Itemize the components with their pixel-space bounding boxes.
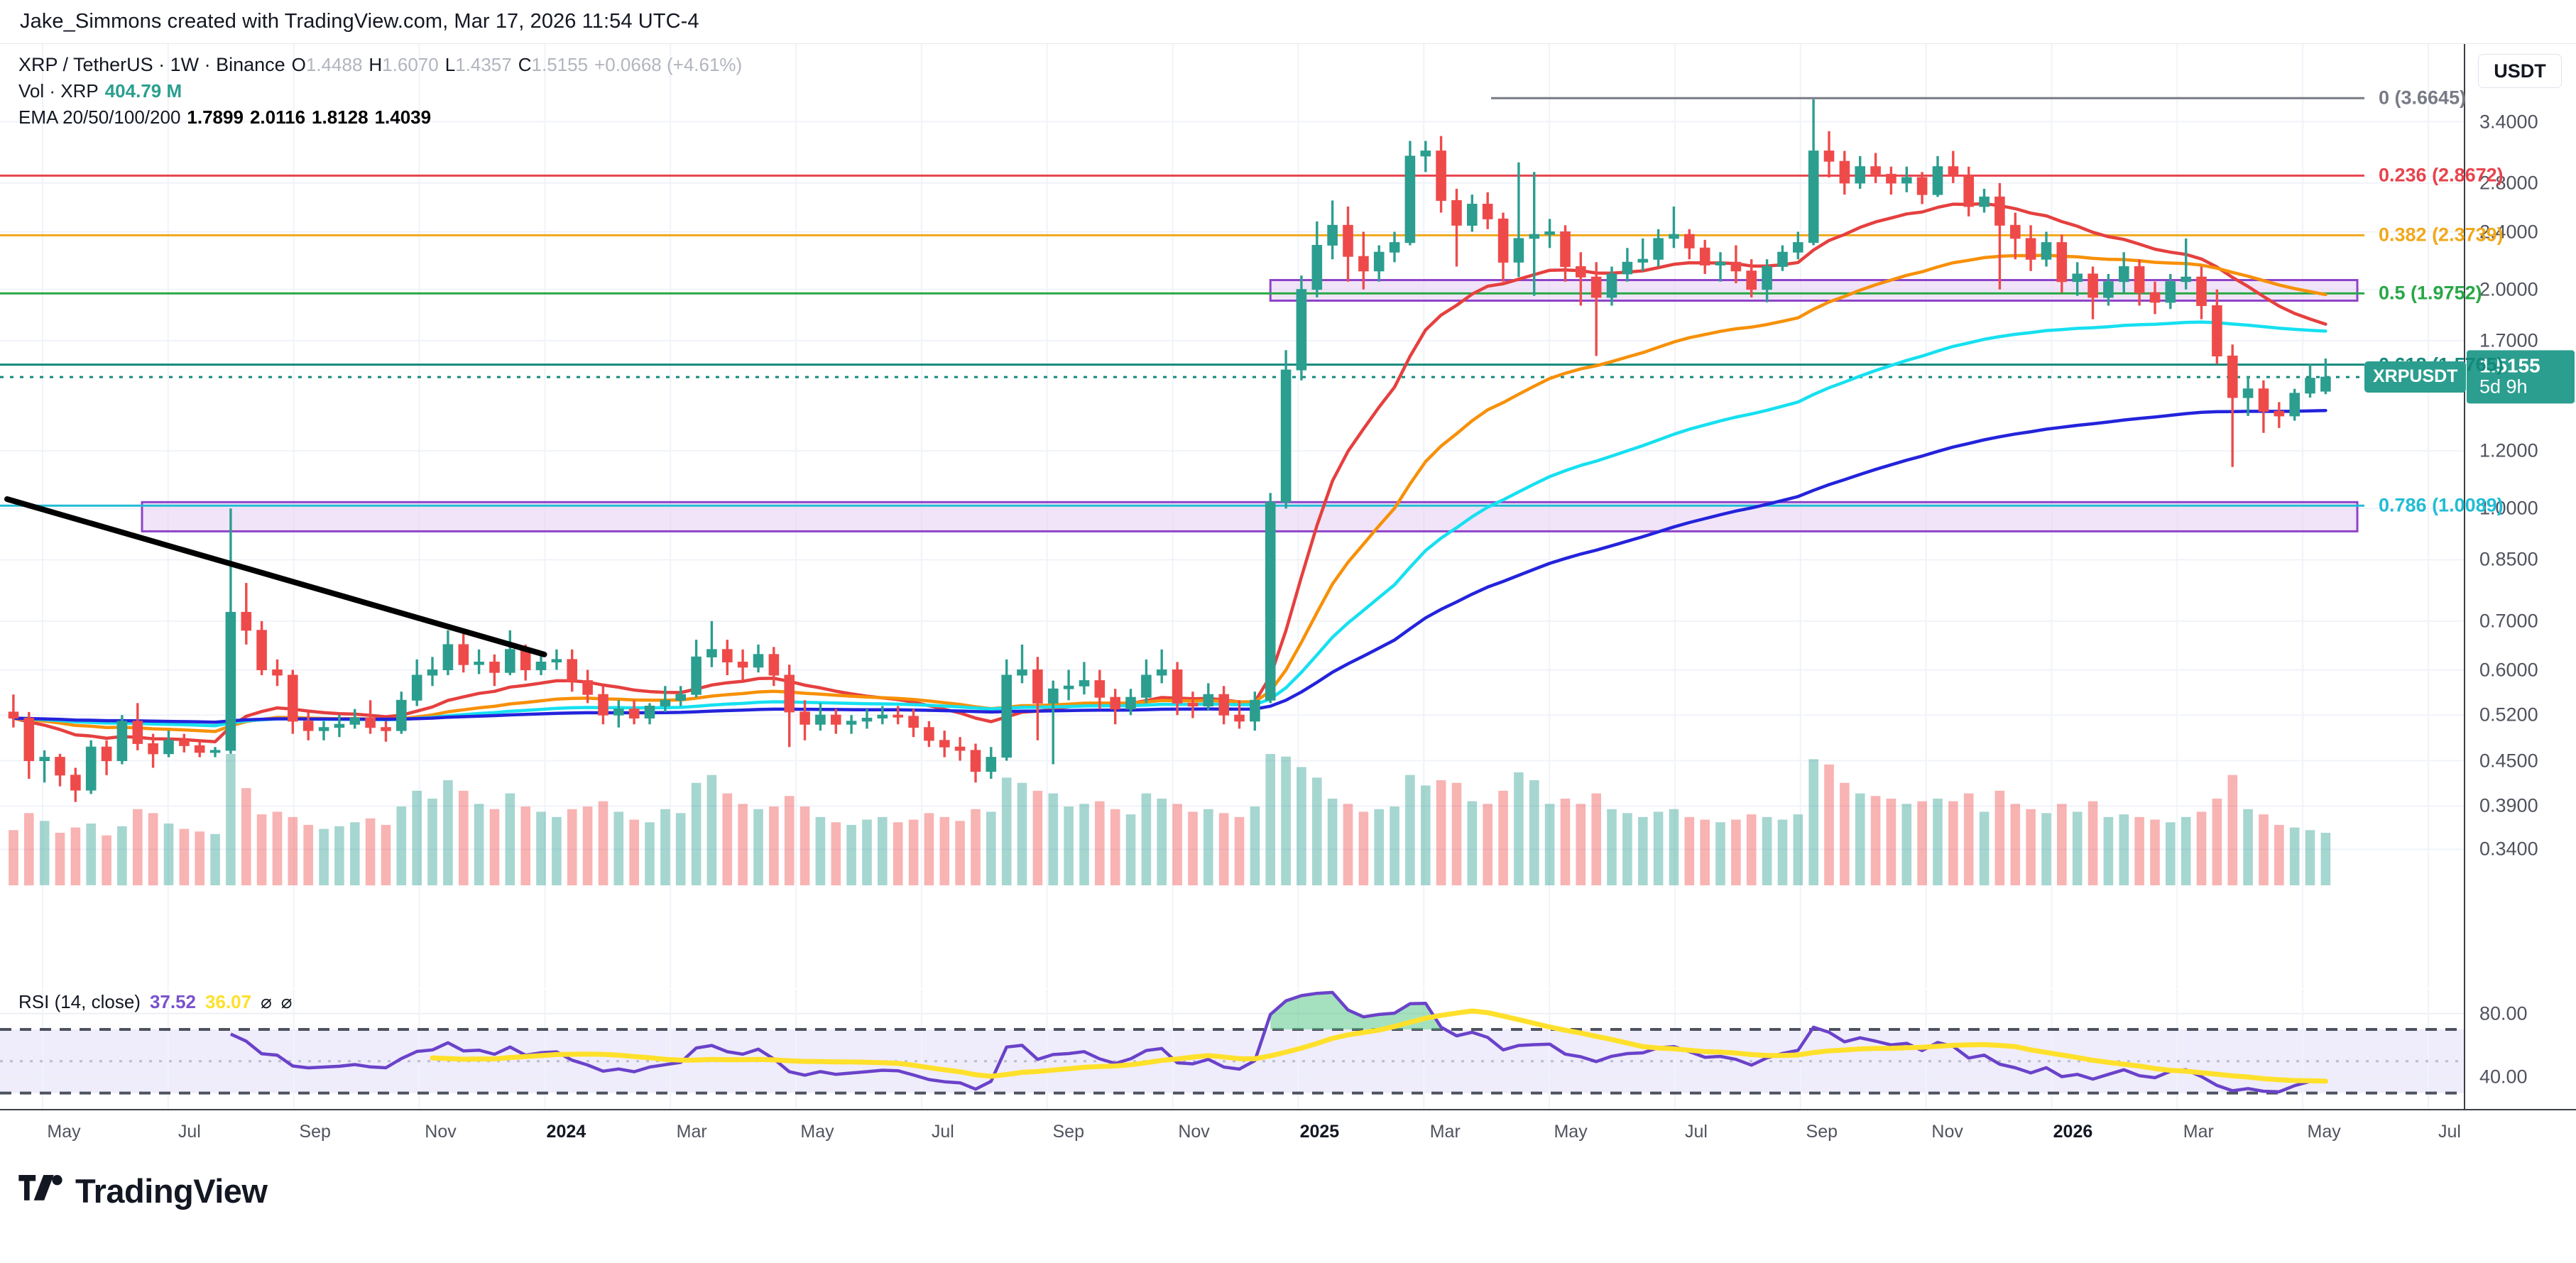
attribution-bar: Jake_Simmons created with TradingView.co… <box>0 0 2576 44</box>
price-tick: 1.2000 <box>2479 439 2538 461</box>
time-tick: Mar <box>2183 1122 2214 1142</box>
price-chart-plot[interactable] <box>0 44 2464 988</box>
ema50-value: 2.0116 <box>249 106 306 128</box>
time-tick: May <box>47 1122 81 1142</box>
time-tick: Jul <box>2438 1122 2461 1142</box>
time-tick: Nov <box>1931 1122 1963 1142</box>
ohlc-open: O1.4488 <box>291 54 363 75</box>
bar-countdown: 5d 9h <box>2479 376 2528 398</box>
price-axis-unit: USDT <box>2478 54 2562 88</box>
ohlc-low: L1.4357 <box>444 54 512 75</box>
time-tick: May <box>2307 1122 2341 1142</box>
price-change: +0.0668 (+4.61%) <box>594 54 743 75</box>
time-tick: 2024 <box>546 1122 586 1142</box>
time-tick: Jul <box>1684 1122 1708 1142</box>
price-tick: 2.4000 <box>2479 221 2538 243</box>
time-tick: 2026 <box>2053 1122 2093 1142</box>
price-tick: 0.7000 <box>2479 610 2538 632</box>
time-tick: Jul <box>178 1122 201 1142</box>
price-tick: 0.8500 <box>2479 548 2538 570</box>
rsi-canvas <box>0 990 2464 1109</box>
price-tick: 1.7000 <box>2479 329 2538 351</box>
ema200-value: 1.4039 <box>374 106 432 128</box>
price-tick: 1.0000 <box>2479 497 2538 519</box>
time-tick: May <box>1554 1122 1588 1142</box>
rsi-value: 37.52 <box>149 991 197 1012</box>
rsi-tick: 80.00 <box>2479 1002 2528 1024</box>
time-tick: Mar <box>1429 1122 1461 1142</box>
ema100-value: 1.8128 <box>312 106 369 128</box>
price-tick: 0.3400 <box>2479 838 2538 860</box>
attribution-text: Jake_Simmons created with TradingView.co… <box>20 10 699 33</box>
price-tick: 0.3900 <box>2479 794 2538 816</box>
current-price-badge[interactable]: 1.5155 5d 9h <box>2467 350 2575 404</box>
legend-row-symbol[interactable]: XRP / TetherUS · 1W · Binance O1.4488 H1… <box>18 54 742 80</box>
price-tick: 0.5200 <box>2479 704 2538 726</box>
rsi-title[interactable]: RSI (14, close) <box>18 991 141 1012</box>
legend-row-volume[interactable]: Vol · XRP 404.79 M <box>18 80 742 106</box>
rsi-ma-value: 36.07 <box>205 991 252 1012</box>
price-tick: 2.8000 <box>2479 172 2538 194</box>
ema20-value: 1.7899 <box>187 106 244 128</box>
price-chart-canvas <box>0 44 2464 988</box>
symbol-title[interactable]: XRP / TetherUS · 1W · Binance <box>18 54 285 75</box>
tradingview-footer[interactable]: TradingView <box>18 1171 268 1210</box>
chart-legend: XRP / TetherUS · 1W · Binance O1.4488 H1… <box>18 54 742 133</box>
current-price-value: 1.5155 <box>2479 354 2540 377</box>
legend-row-ema[interactable]: EMA 20/50/100/200 1.7899 2.0116 1.8128 1… <box>18 106 742 133</box>
price-axis[interactable]: USDT 3.4000 2.8000 2.4000 2.0000 1.7000 1.200… <box>2464 44 2576 1109</box>
chart-frame: XRP / TetherUS · 1W · Binance O1.4488 H1… <box>0 44 2576 1152</box>
time-tick: Sep <box>299 1122 331 1142</box>
tradingview-logo-icon <box>18 1174 62 1208</box>
price-tick: 0.4500 <box>2479 750 2538 772</box>
time-tick: Jul <box>931 1122 954 1142</box>
time-tick: Sep <box>1806 1122 1838 1142</box>
volume-label: Vol · XRP <box>18 80 99 102</box>
time-tick: Sep <box>1052 1122 1084 1142</box>
time-tick: Nov <box>1178 1122 1210 1142</box>
ohlc-close: C1.5155 <box>518 54 589 75</box>
price-tick: 3.4000 <box>2479 111 2538 132</box>
volume-value: 404.79 M <box>104 80 182 102</box>
tradingview-wordmark: TradingView <box>75 1172 268 1210</box>
time-tick: 2025 <box>1299 1122 1340 1142</box>
time-axis[interactable]: May Jul Sep Nov 2024 Mar May Jul Sep Nov 2025 Mar Ma… <box>0 1109 2576 1152</box>
rsi-empty-slot-2: ⌀ <box>280 991 293 1012</box>
time-tick: Mar <box>676 1122 707 1142</box>
price-tick: 0.6000 <box>2479 659 2538 680</box>
ema-label: EMA 20/50/100/200 <box>18 106 181 128</box>
rsi-pane[interactable] <box>0 990 2464 1109</box>
time-tick: Nov <box>425 1122 457 1142</box>
rsi-tick: 40.00 <box>2479 1066 2528 1088</box>
rsi-legend: RSI (14, close) 37.52 36.07 ⌀ ⌀ <box>18 991 292 1013</box>
ohlc-high: H1.6070 <box>369 54 439 75</box>
time-tick: May <box>800 1122 834 1142</box>
rsi-empty-slot-1: ⌀ <box>261 991 272 1012</box>
price-tick: 2.0000 <box>2479 278 2538 300</box>
